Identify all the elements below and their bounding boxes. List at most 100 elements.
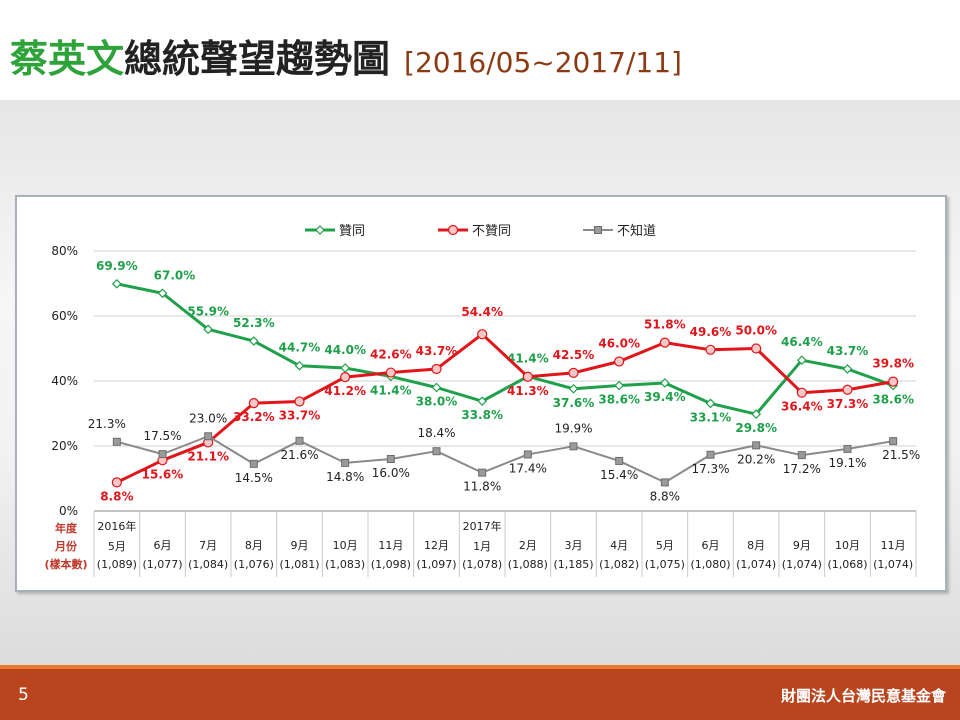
legend-marker-approve — [315, 225, 325, 235]
data-label-unknown: 18.4% — [417, 426, 455, 440]
approve-point-marker — [203, 324, 214, 335]
row-header: 年度 — [55, 521, 78, 535]
approve-point-marker — [431, 382, 442, 393]
x-sample-label: (1,088) — [508, 558, 548, 571]
data-label-disapprove: 8.8% — [100, 489, 133, 503]
unknown-point-marker — [341, 458, 350, 467]
data-label-disapprove: 33.2% — [233, 410, 275, 424]
data-label-unknown: 8.8% — [650, 489, 681, 503]
data-label-unknown: 14.8% — [326, 470, 364, 484]
approve-point-marker — [477, 396, 488, 406]
series-line-disapprove — [116, 332, 894, 484]
x-sample-label: (1,077) — [142, 558, 182, 571]
unknown-point-marker — [204, 432, 213, 441]
data-label-disapprove: 49.6% — [690, 325, 732, 339]
x-sample-label: (1,082) — [599, 558, 639, 571]
data-label-unknown: 21.6% — [280, 448, 318, 462]
data-label-unknown: 20.2% — [737, 452, 775, 466]
data-label-unknown: 19.9% — [554, 421, 592, 435]
x-sample-label: (1,074) — [873, 558, 913, 571]
x-month-label: 8月 — [245, 539, 263, 552]
chart-frame — [15, 195, 947, 592]
data-label-approve: 41.4% — [370, 383, 412, 397]
x-month-label: 4月 — [610, 539, 628, 552]
data-label-approve: 43.7% — [827, 344, 869, 358]
data-label-approve: 38.0% — [416, 395, 458, 409]
data-label-disapprove: 21.1% — [187, 449, 229, 463]
data-label-approve: 46.4% — [781, 335, 823, 349]
x-month-label: 5月 — [108, 540, 126, 553]
y-tick-label: 0% — [59, 504, 78, 518]
title-date-range: [2016/05~2017/11] — [404, 46, 682, 79]
data-label-approve: 44.7% — [279, 341, 321, 355]
x-month-label: 6月 — [702, 539, 720, 552]
approve-point-marker — [157, 288, 168, 299]
data-label-disapprove: 54.4% — [461, 305, 503, 319]
x-year-label: 2017年 — [463, 519, 502, 533]
x-month-label: 2月 — [519, 539, 537, 552]
disapprove-point-marker — [568, 367, 579, 378]
x-month-label: 6月 — [154, 539, 172, 552]
data-label-unknown: 19.1% — [828, 456, 866, 470]
legend-label-disapprove: 不贊同 — [472, 224, 511, 239]
disapprove-point-marker — [294, 396, 305, 407]
data-label-approve: 44.0% — [324, 343, 366, 357]
legend-label-unknown: 不知道 — [617, 223, 656, 239]
disapprove-point-marker — [751, 343, 762, 354]
approve-point-marker — [248, 336, 259, 346]
disapprove-point-marker — [796, 387, 807, 398]
legend-label-approve: 贊同 — [339, 224, 365, 239]
data-label-unknown: 17.2% — [783, 462, 821, 476]
row-header: 月份 — [54, 539, 78, 553]
data-label-disapprove: 41.2% — [324, 384, 366, 398]
x-month-label: 11月 — [881, 539, 906, 552]
approve-point-marker — [111, 278, 122, 289]
approve-point-marker — [842, 364, 853, 374]
data-label-approve: 38.6% — [598, 393, 640, 407]
data-label-disapprove: 41.3% — [507, 384, 549, 398]
data-label-approve: 39.4% — [644, 390, 686, 404]
title-main-text: 總統聲望趨勢圖 — [124, 37, 391, 81]
data-label-disapprove: 36.4% — [781, 400, 823, 414]
data-label-approve: 37.6% — [553, 396, 595, 410]
disapprove-point-marker — [659, 337, 670, 348]
x-month-label: 10月 — [835, 539, 860, 552]
data-label-unknown: 17.3% — [691, 462, 729, 476]
data-label-disapprove: 51.8% — [644, 318, 686, 332]
data-label-approve: 29.8% — [735, 421, 777, 435]
row-header: (樣本數) — [44, 557, 87, 571]
approve-point-marker — [294, 360, 305, 371]
disapprove-point-marker — [614, 356, 625, 367]
data-label-approve: 41.4% — [507, 351, 549, 365]
disapprove-point-marker — [705, 344, 716, 355]
x-month-label: 9月 — [291, 539, 309, 552]
unknown-point-marker — [752, 441, 761, 450]
y-tick-label: 20% — [51, 439, 78, 453]
data-label-unknown: 21.5% — [882, 448, 920, 462]
data-label-approve: 38.6% — [872, 393, 914, 407]
x-sample-label: (1,080) — [690, 558, 730, 571]
disapprove-point-marker — [888, 376, 899, 387]
x-sample-label: (1,098) — [371, 558, 411, 571]
data-label-disapprove: 43.7% — [416, 344, 458, 358]
unknown-point-marker — [478, 468, 487, 477]
data-label-unknown: 17.5% — [143, 429, 181, 443]
x-month-label: 7月 — [199, 539, 217, 552]
x-month-label: 3月 — [565, 539, 583, 552]
series-line-approve — [116, 282, 894, 416]
data-label-approve: 55.9% — [187, 304, 229, 318]
unknown-point-marker — [889, 437, 898, 446]
unknown-point-marker — [432, 447, 441, 456]
data-label-unknown: 23.0% — [189, 411, 227, 425]
legend-marker-unknown — [594, 226, 602, 234]
x-month-label: 8月 — [747, 539, 765, 552]
data-label-disapprove: 37.3% — [827, 397, 869, 411]
data-label-unknown: 16.0% — [372, 466, 410, 480]
x-month-label: 11月 — [378, 539, 403, 552]
slide-footer: 5 財團法人台灣民意基金會 — [0, 665, 960, 720]
y-tick-label: 40% — [51, 374, 78, 388]
unknown-point-marker — [615, 456, 624, 465]
unknown-point-marker — [386, 455, 395, 463]
unknown-point-marker — [706, 450, 715, 459]
